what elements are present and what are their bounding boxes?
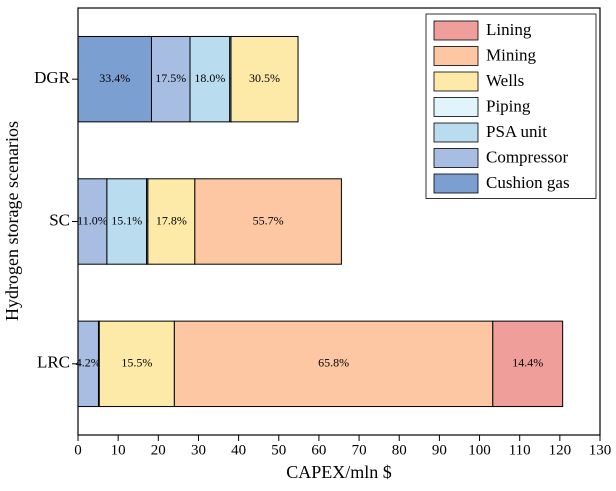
value-label: 17.8% bbox=[156, 213, 187, 227]
legend-swatch bbox=[433, 71, 479, 92]
bar-segment bbox=[173, 320, 494, 408]
value-label: 15.1% bbox=[111, 213, 142, 227]
legend-swatch bbox=[433, 46, 479, 66]
x-tick-label: 90 bbox=[432, 442, 447, 458]
value-label: 30.5% bbox=[249, 71, 280, 85]
x-axis-label: CAPEX/mln $ bbox=[286, 462, 392, 482]
x-tick-label: 30 bbox=[191, 442, 206, 458]
x-tick-label: 80 bbox=[392, 442, 407, 458]
legend-swatch bbox=[433, 173, 479, 194]
bar-segment bbox=[230, 35, 299, 123]
x-tick-label: 110 bbox=[509, 442, 531, 458]
x-tick-label: 40 bbox=[231, 442, 246, 458]
value-label: 15.5% bbox=[121, 356, 152, 370]
value-label: 14.4% bbox=[512, 356, 543, 370]
legend-swatch bbox=[433, 148, 479, 168]
y-axis-label: Hydrogen storage scenarios bbox=[2, 121, 22, 321]
plot-frame bbox=[77, 7, 601, 436]
x-tick-label: 50 bbox=[271, 442, 286, 458]
value-label: 65.8% bbox=[318, 356, 349, 370]
value-label: 11.0% bbox=[77, 213, 108, 227]
bar-segment bbox=[147, 178, 196, 265]
value-label: 17.5% bbox=[155, 71, 186, 85]
x-tick-label: 60 bbox=[311, 442, 326, 458]
value-label: 18.0% bbox=[194, 71, 225, 85]
legend-label: Compressor bbox=[486, 147, 569, 166]
x-tick-label: 0 bbox=[74, 442, 82, 458]
x-tick-label: 100 bbox=[468, 442, 491, 458]
x-tick-label: 120 bbox=[549, 442, 572, 458]
value-label: 4.2% bbox=[76, 356, 101, 370]
bar-segment bbox=[98, 320, 175, 408]
legend-label: Lining bbox=[486, 20, 532, 39]
x-tick-label: 20 bbox=[151, 442, 166, 458]
legend-label: Wells bbox=[486, 71, 524, 90]
x-tick-label: 10 bbox=[111, 442, 126, 458]
legend-label: Mining bbox=[486, 45, 537, 64]
legend-label: PSA unit bbox=[486, 122, 547, 141]
y-tick-label: LRC bbox=[37, 353, 70, 372]
value-label: 55.7% bbox=[253, 213, 284, 227]
legend-swatch bbox=[433, 122, 479, 143]
legend-label: Cushion gas bbox=[486, 173, 570, 192]
x-tick-label: 70 bbox=[352, 442, 367, 458]
value-label: 33.4% bbox=[99, 71, 130, 85]
legend-swatch bbox=[433, 20, 479, 41]
y-tick-label: SC bbox=[49, 210, 70, 229]
y-tick-label: DGR bbox=[34, 68, 71, 87]
x-tick-label: 130 bbox=[589, 442, 612, 458]
legend-label: Piping bbox=[486, 96, 531, 115]
bar-segment bbox=[106, 178, 148, 265]
bar-segment bbox=[492, 320, 564, 408]
bar-segment bbox=[194, 178, 342, 265]
bar-segment bbox=[189, 35, 231, 123]
legend-swatch bbox=[433, 97, 479, 117]
